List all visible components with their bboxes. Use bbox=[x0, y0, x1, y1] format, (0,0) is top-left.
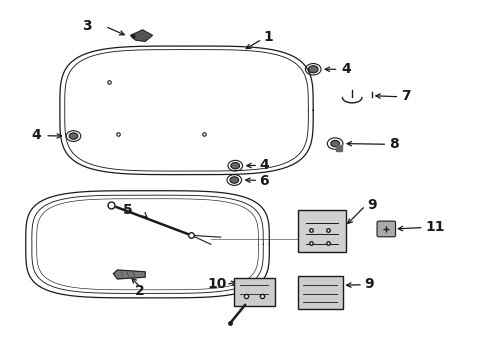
Text: 4: 4 bbox=[31, 128, 41, 142]
FancyBboxPatch shape bbox=[297, 276, 343, 309]
Text: 8: 8 bbox=[389, 137, 398, 151]
Circle shape bbox=[331, 140, 340, 147]
Circle shape bbox=[308, 66, 318, 73]
Text: 6: 6 bbox=[260, 174, 269, 188]
Circle shape bbox=[231, 162, 240, 169]
Text: 5: 5 bbox=[123, 203, 133, 217]
FancyBboxPatch shape bbox=[377, 221, 395, 237]
Text: 10: 10 bbox=[207, 276, 226, 291]
Polygon shape bbox=[130, 30, 152, 41]
Text: 9: 9 bbox=[367, 198, 376, 212]
Circle shape bbox=[69, 133, 78, 139]
Text: 4: 4 bbox=[341, 62, 351, 76]
Text: 4: 4 bbox=[260, 158, 270, 172]
Text: 7: 7 bbox=[401, 89, 411, 103]
Circle shape bbox=[230, 177, 239, 183]
FancyBboxPatch shape bbox=[297, 210, 346, 252]
Text: 3: 3 bbox=[82, 19, 92, 33]
Polygon shape bbox=[114, 270, 145, 279]
Text: 1: 1 bbox=[264, 30, 273, 44]
Text: 2: 2 bbox=[135, 284, 145, 298]
Text: 11: 11 bbox=[425, 220, 445, 234]
FancyBboxPatch shape bbox=[234, 278, 275, 306]
Text: 9: 9 bbox=[365, 277, 374, 291]
